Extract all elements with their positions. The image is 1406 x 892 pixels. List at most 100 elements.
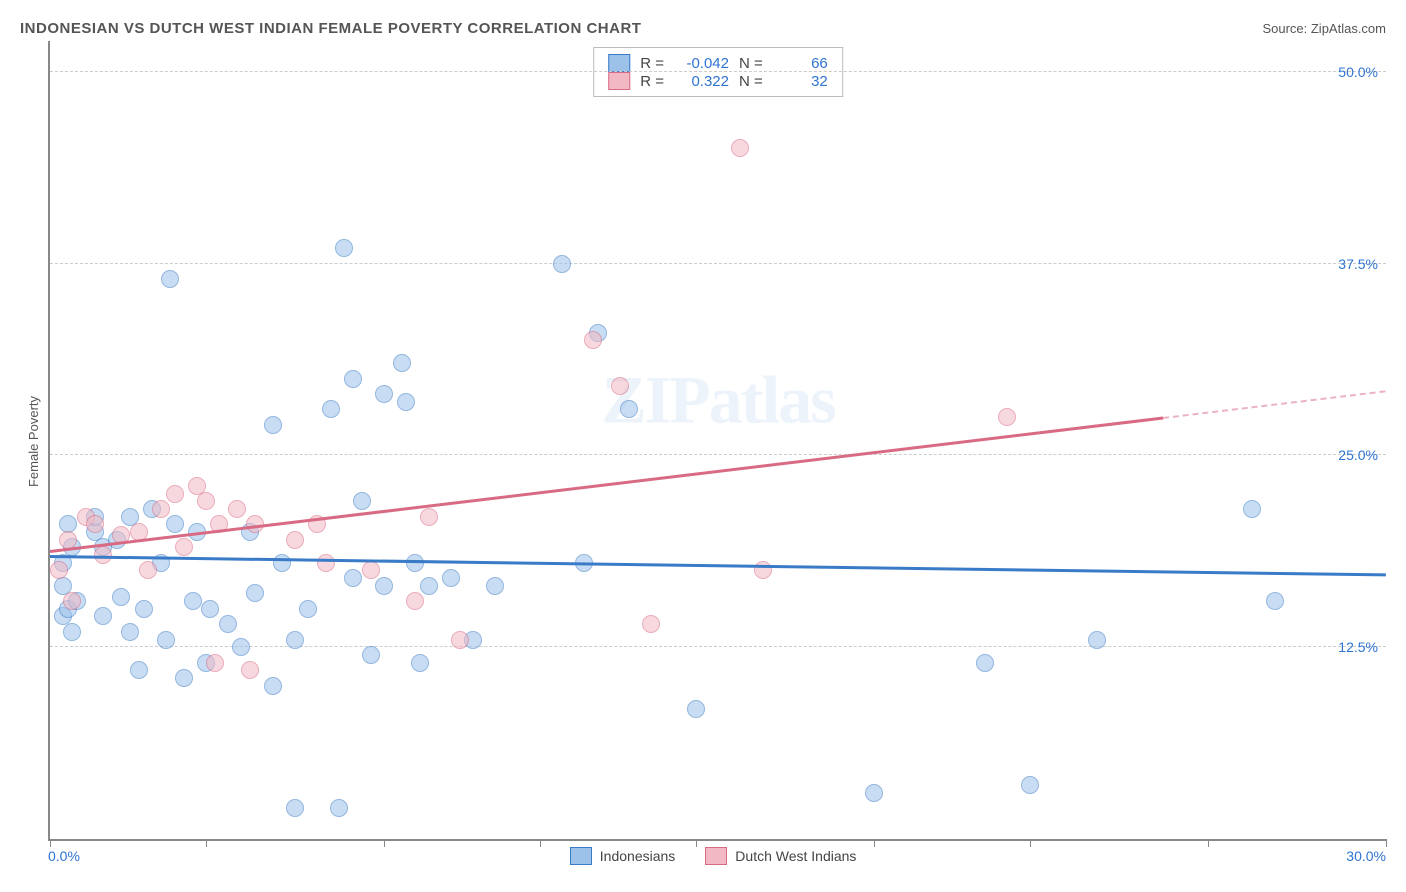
y-tick-label: 37.5% (1338, 256, 1378, 272)
x-tick-max: 30.0% (1346, 848, 1386, 864)
y-tick-label: 12.5% (1338, 639, 1378, 655)
data-point (241, 661, 259, 679)
data-point (1266, 592, 1284, 610)
data-point (330, 799, 348, 817)
data-point (63, 623, 81, 641)
data-point (219, 615, 237, 633)
x-tick-mark (384, 839, 385, 847)
data-point (184, 592, 202, 610)
data-point (322, 400, 340, 418)
legend-swatch-1 (570, 847, 592, 865)
r-label: R = (640, 73, 664, 90)
data-point (317, 554, 335, 572)
grid-line (50, 263, 1386, 264)
data-point (112, 588, 130, 606)
source-label: Source: (1262, 21, 1310, 36)
correlation-stats-box: R = -0.042 N = 66 R = 0.322 N = 32 (593, 47, 843, 97)
data-point (152, 500, 170, 518)
data-point (420, 577, 438, 595)
data-point (299, 600, 317, 618)
data-point (375, 385, 393, 403)
data-point (976, 654, 994, 672)
n-value-2: 32 (773, 73, 828, 90)
data-point (63, 592, 81, 610)
y-tick-label: 50.0% (1338, 64, 1378, 80)
source-attribution: Source: ZipAtlas.com (1262, 21, 1386, 36)
data-point (998, 408, 1016, 426)
data-point (246, 584, 264, 602)
y-axis-label-text: Female Poverty (27, 395, 42, 486)
x-tick-mark (50, 839, 51, 847)
data-point (344, 370, 362, 388)
data-point (406, 554, 424, 572)
grid-line (50, 454, 1386, 455)
data-point (1088, 631, 1106, 649)
data-point (201, 600, 219, 618)
data-point (553, 255, 571, 273)
data-point (286, 531, 304, 549)
legend-label-1: Indonesians (600, 848, 676, 864)
data-point (166, 515, 184, 533)
data-point (197, 492, 215, 510)
data-point (86, 515, 104, 533)
data-point (411, 654, 429, 672)
r-value-1: -0.042 (674, 55, 729, 72)
data-point (486, 577, 504, 595)
legend-item-2: Dutch West Indians (705, 847, 856, 865)
r-label: R = (640, 55, 664, 72)
legend-item-1: Indonesians (570, 847, 676, 865)
swatch-series-1 (608, 54, 630, 72)
chart-title: INDONESIAN VS DUTCH WEST INDIAN FEMALE P… (20, 20, 641, 37)
data-point (273, 554, 291, 572)
data-point (335, 239, 353, 257)
y-tick-label: 25.0% (1338, 447, 1378, 463)
data-point (451, 631, 469, 649)
grid-line (50, 71, 1386, 72)
x-axis-row: 0.0% Indonesians Dutch West Indians 30.0… (48, 847, 1386, 865)
data-point (442, 569, 460, 587)
data-point (135, 600, 153, 618)
data-point (375, 577, 393, 595)
x-tick-min: 0.0% (48, 848, 80, 864)
source-name: ZipAtlas.com (1311, 21, 1386, 36)
data-point (611, 377, 629, 395)
data-point (584, 331, 602, 349)
data-point (393, 354, 411, 372)
data-point (406, 592, 424, 610)
stats-row-series-2: R = 0.322 N = 32 (608, 72, 828, 90)
data-point (642, 615, 660, 633)
data-point (228, 500, 246, 518)
legend-swatch-2 (705, 847, 727, 865)
data-point (94, 607, 112, 625)
data-point (362, 646, 380, 664)
x-tick-mark (540, 839, 541, 847)
legend: Indonesians Dutch West Indians (570, 847, 857, 865)
data-point (121, 623, 139, 641)
x-tick-mark (206, 839, 207, 847)
data-point (175, 538, 193, 556)
data-point (731, 139, 749, 157)
data-point (166, 485, 184, 503)
x-tick-mark (1208, 839, 1209, 847)
n-label: N = (739, 55, 763, 72)
data-point (139, 561, 157, 579)
data-point (161, 270, 179, 288)
data-point (420, 508, 438, 526)
scatter-plot-area: ZIPatlas R = -0.042 N = 66 R = 0.322 N =… (48, 41, 1386, 841)
data-point (865, 784, 883, 802)
trend-line (50, 555, 1386, 576)
data-point (286, 799, 304, 817)
data-point (175, 669, 193, 687)
x-tick-mark (1386, 839, 1387, 847)
data-point (1243, 500, 1261, 518)
y-axis-label: Female Poverty (20, 41, 48, 841)
data-point (157, 631, 175, 649)
data-point (264, 416, 282, 434)
data-point (130, 661, 148, 679)
swatch-series-2 (608, 72, 630, 90)
data-point (362, 561, 380, 579)
n-label: N = (739, 73, 763, 90)
data-point (344, 569, 362, 587)
data-point (353, 492, 371, 510)
x-tick-mark (1030, 839, 1031, 847)
